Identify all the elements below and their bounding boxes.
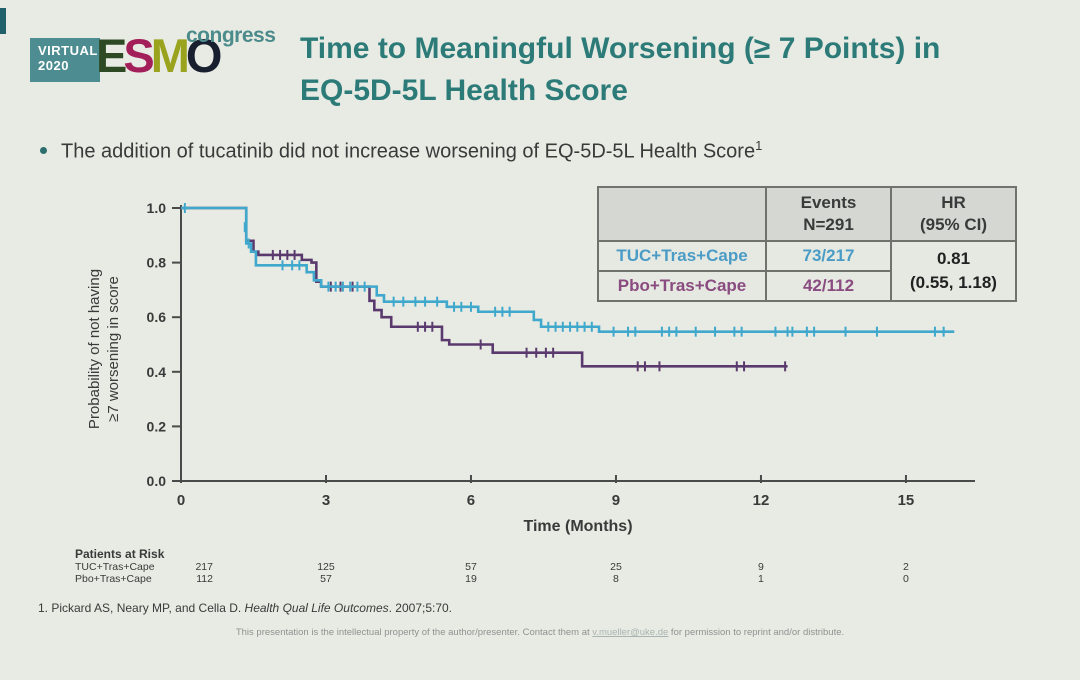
summary-label-tuc: TUC+Tras+Cape [597, 240, 767, 272]
bullet-text: The addition of tucatinib did not increa… [61, 140, 756, 163]
at-risk-count: 9 [758, 561, 764, 573]
esmo-letter: O [185, 29, 223, 82]
copyright-line: This presentation is the intellectual pr… [0, 627, 1080, 638]
hr-ci: (0.55, 1.18) [910, 273, 997, 292]
y-tick-label: 0.4 [147, 364, 167, 380]
x-tick-label: 3 [322, 492, 330, 509]
at-risk-count: 19 [465, 573, 477, 585]
hr-value: 0.81 [936, 249, 971, 268]
esmo-letter: M [150, 29, 190, 82]
esmo-letter: S [123, 29, 154, 82]
at-risk-count: 0 [903, 573, 909, 585]
y-axis-label-line1: Probability of not having [86, 268, 103, 430]
slide-edge-notch [0, 8, 6, 34]
x-tick-label: 15 [898, 492, 915, 509]
copyright-prefix: This presentation is the intellectual pr… [235, 627, 593, 638]
y-tick-label: 0.0 [147, 473, 167, 489]
summary-row-pbo: Pbo+Tras+Cape 42/112 [597, 270, 1016, 302]
footnote-journal: Health Qual Life Outcomes [244, 601, 389, 615]
at-risk-count: 112 [196, 573, 213, 585]
virtual-2020-badge: VIRTUAL 2020 [30, 38, 100, 82]
virtual-badge-line1: VIRTUAL [38, 43, 98, 58]
slide-title: Time to Meaningful Worsening (≥ 7 Points… [300, 28, 1020, 112]
km-curve-TUC+Tras+Cape [181, 206, 955, 333]
patients-at-risk-heading: Patients at Risk [75, 547, 165, 561]
y-tick-label: 1.0 [147, 200, 167, 216]
summary-events-pbo: 42/112 [765, 270, 892, 302]
x-tick-label: 0 [177, 492, 185, 509]
bullet-superscript: 1 [755, 138, 763, 153]
hr-summary-table: Events N=291 HR (95% CI) TUC+Tras+Cape 7… [597, 186, 1017, 302]
at-risk-row-label: Pbo+Tras+Cape [75, 573, 152, 585]
reference-footnote: 1. Pickard AS, Neary MP, and Cella D. He… [38, 601, 452, 615]
y-axis-label-line2: ≥7 worsening in score [105, 276, 122, 422]
y-tick-label: 0.2 [147, 418, 167, 434]
footnote-tail: . 2007;5:70. [388, 601, 453, 615]
esmo-wordmark: ESMO [96, 29, 223, 82]
y-tick-label: 0.6 [147, 309, 167, 325]
at-risk-row-label: TUC+Tras+Cape [75, 561, 155, 573]
at-risk-count: 217 [195, 561, 213, 573]
hr-header-line1: HR [941, 193, 966, 212]
y-tick-label: 0.8 [147, 255, 167, 271]
events-header-line2: N=291 [803, 215, 854, 234]
x-axis-label: Time (Months) [523, 518, 633, 535]
at-risk-count: 125 [317, 561, 335, 573]
y-axis-label: Probability of not having ≥7 worsening i… [85, 199, 123, 499]
esmo-congress-logo: VIRTUAL 2020 ESMO congress [30, 24, 290, 106]
events-header-line1: Events [800, 193, 857, 212]
slide-title-line2: EQ-5D-5L Health Score [300, 74, 628, 107]
slide-title-line1: Time to Meaningful Worsening (≥ 7 Points… [300, 32, 941, 65]
summary-header-empty [597, 186, 767, 242]
hr-header-line2: (95% CI) [919, 215, 988, 234]
copyright-suffix: for permission to reprint and/or distrib… [668, 627, 845, 638]
contact-email-link[interactable]: v.mueller@uke.de [592, 627, 669, 638]
summary-header-events: Events N=291 [765, 186, 892, 242]
summary-header-hr: HR (95% CI) [890, 186, 1017, 242]
at-risk-count: 57 [465, 561, 477, 573]
footnote-prefix: 1. Pickard AS, Neary MP, and Cella D. [38, 601, 245, 615]
at-risk-count: 25 [610, 561, 622, 573]
x-tick-label: 9 [612, 492, 620, 509]
bullet-dot-icon [40, 146, 47, 154]
at-risk-count: 2 [903, 561, 909, 573]
at-risk-count: 57 [320, 573, 332, 585]
at-risk-count: 8 [613, 573, 619, 585]
congress-wordmark: congress [186, 24, 276, 47]
summary-label-pbo: Pbo+Tras+Cape [597, 270, 767, 302]
summary-events-tuc: 73/217 [765, 240, 892, 272]
esmo-letter: E [96, 29, 127, 82]
x-tick-label: 6 [467, 492, 475, 509]
summary-hr-cell: 0.81 (0.55, 1.18) [890, 240, 1017, 302]
virtual-badge-line2: 2020 [38, 57, 69, 73]
summary-row-tuc: TUC+Tras+Cape 73/217 0.81 (0.55, 1.18) [597, 240, 1017, 302]
x-tick-label: 12 [753, 492, 770, 509]
at-risk-count: 1 [758, 573, 764, 585]
bullet-point: The addition of tucatinib did not increa… [40, 138, 1020, 164]
